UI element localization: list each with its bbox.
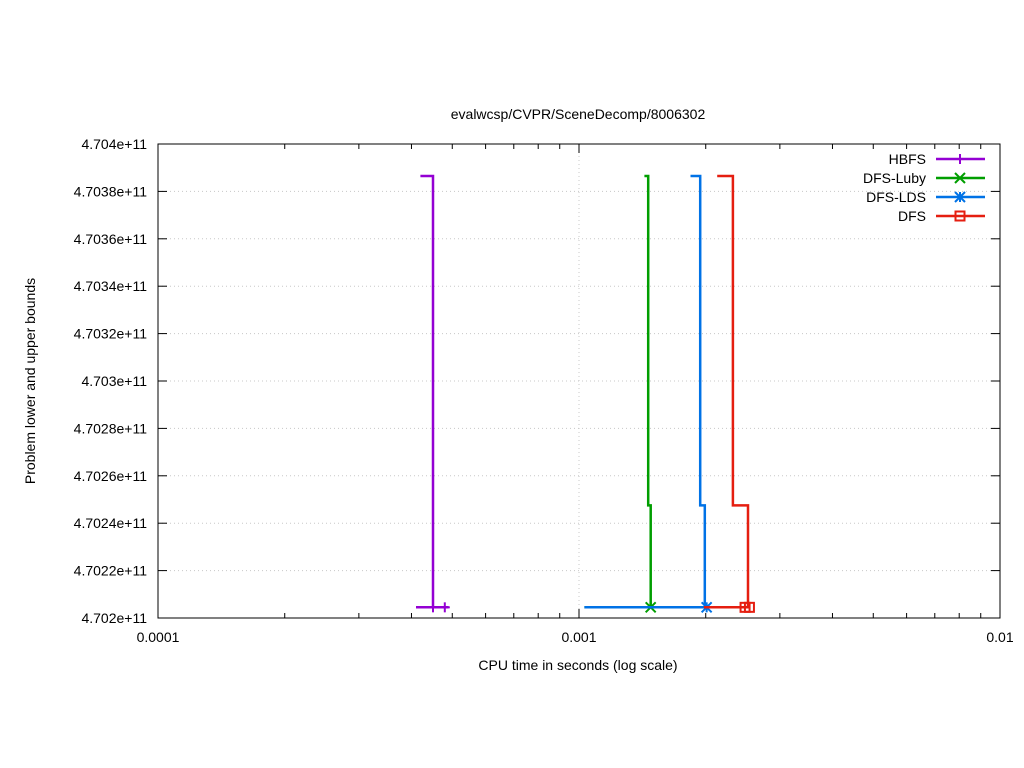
plot-series xyxy=(416,174,755,614)
y-axis-label: Problem lower and upper bounds xyxy=(22,278,38,484)
y-tick-label: 4.7022e+11 xyxy=(74,563,148,579)
series-dfs-lds xyxy=(584,174,713,614)
marker-square xyxy=(954,210,966,222)
chart-title: evalwcsp/CVPR/SceneDecomp/8006302 xyxy=(451,106,706,122)
y-tick-label: 4.7028e+11 xyxy=(74,420,148,436)
x-tick-label: 0.01 xyxy=(986,629,1013,645)
legend-label: DFS-LDS xyxy=(866,189,926,205)
series-upper-bound-line xyxy=(644,174,652,608)
axis-ticks: 4.702e+11 4.7022e+11 4.7024e+11 4.7026e+11 4… xyxy=(74,136,1014,645)
marker-stroke xyxy=(954,191,966,203)
series-hbfs xyxy=(416,174,450,613)
x-axis-label: CPU time in seconds (log scale) xyxy=(478,657,677,673)
series-dfs xyxy=(703,174,755,613)
series-upper-bound-line xyxy=(690,174,707,608)
x-tick-label: 0.0001 xyxy=(137,629,180,645)
x-tick-label: 0.001 xyxy=(561,629,596,645)
series-dfs-luby xyxy=(584,174,657,614)
y-tick-label: 4.7034e+11 xyxy=(74,278,148,294)
series-upper-bound-line xyxy=(717,174,750,608)
marker-square xyxy=(743,601,755,613)
marker-stroke xyxy=(954,172,966,184)
y-tick-label: 4.7026e+11 xyxy=(74,468,148,484)
y-tick-label: 4.702e+11 xyxy=(81,610,147,626)
grid-lines xyxy=(158,144,1000,618)
y-tick-label: 4.7024e+11 xyxy=(74,515,148,531)
legend: HBFS DFS-Luby DFS-LDS DFS xyxy=(863,151,985,224)
y-tick-label: 4.704e+11 xyxy=(81,136,147,152)
y-tick-label: 4.7036e+11 xyxy=(74,231,148,247)
legend-label: HBFS xyxy=(889,151,926,167)
legend-label: DFS xyxy=(898,208,926,224)
y-tick-label: 4.7032e+11 xyxy=(74,326,148,342)
series-upper-bound-line xyxy=(420,174,435,608)
y-tick-label: 4.7038e+11 xyxy=(74,183,148,199)
y-tick-label: 4.703e+11 xyxy=(81,373,147,389)
legend-label: DFS-Luby xyxy=(863,170,926,186)
